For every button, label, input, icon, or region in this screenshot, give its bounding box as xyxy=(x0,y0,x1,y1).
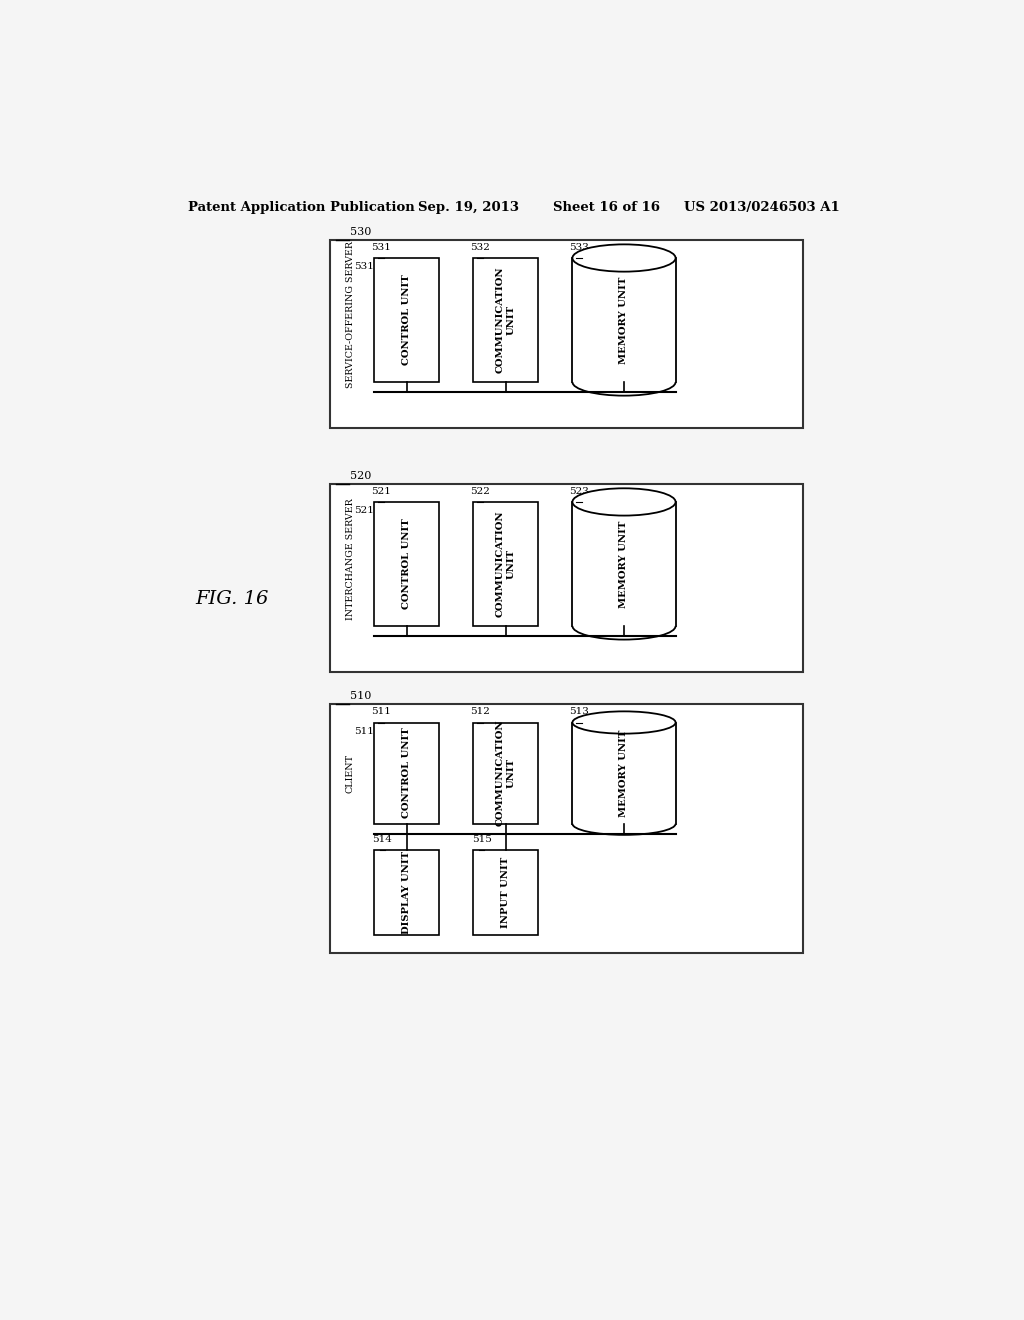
Ellipse shape xyxy=(572,711,676,734)
Text: MEMORY UNIT: MEMORY UNIT xyxy=(620,276,629,364)
Text: COMMUNICATION
UNIT: COMMUNICATION UNIT xyxy=(496,267,515,374)
Ellipse shape xyxy=(572,244,676,272)
Text: 521: 521 xyxy=(354,506,374,515)
Bar xyxy=(331,483,803,672)
Text: 511: 511 xyxy=(354,726,374,735)
Text: 531: 531 xyxy=(371,243,391,252)
Text: MEMORY UNIT: MEMORY UNIT xyxy=(620,520,629,607)
Bar xyxy=(374,722,439,824)
Text: Sep. 19, 2013: Sep. 19, 2013 xyxy=(418,201,519,214)
Text: 532: 532 xyxy=(470,243,489,252)
Bar xyxy=(473,850,539,935)
Text: 522: 522 xyxy=(470,487,489,496)
Ellipse shape xyxy=(572,488,676,516)
Text: 523: 523 xyxy=(569,487,589,496)
Text: 533: 533 xyxy=(569,243,589,252)
Text: Patent Application Publication: Patent Application Publication xyxy=(187,201,415,214)
Bar xyxy=(473,722,539,824)
Bar xyxy=(374,502,439,626)
Text: US 2013/0246503 A1: US 2013/0246503 A1 xyxy=(684,201,840,214)
Text: MEMORY UNIT: MEMORY UNIT xyxy=(620,730,629,817)
Text: COMMUNICATION
UNIT: COMMUNICATION UNIT xyxy=(496,719,515,826)
Text: FIG. 16: FIG. 16 xyxy=(196,590,269,607)
Text: 530: 530 xyxy=(350,227,372,236)
Bar xyxy=(374,850,439,935)
Bar xyxy=(572,502,676,626)
Text: 511: 511 xyxy=(371,708,391,717)
Text: 512: 512 xyxy=(470,708,489,717)
Text: 510: 510 xyxy=(350,692,372,701)
Bar xyxy=(374,257,439,381)
Text: 520: 520 xyxy=(350,471,372,480)
Text: CLIENT: CLIENT xyxy=(346,755,354,793)
Text: DISPLAY UNIT: DISPLAY UNIT xyxy=(402,851,411,935)
Text: CONTROL UNIT: CONTROL UNIT xyxy=(402,275,411,366)
Bar xyxy=(572,257,676,381)
Text: CONTROL UNIT: CONTROL UNIT xyxy=(402,727,411,818)
Text: 514: 514 xyxy=(373,836,392,843)
Bar xyxy=(572,722,676,824)
Bar xyxy=(331,704,803,953)
Text: INPUT UNIT: INPUT UNIT xyxy=(502,857,510,928)
Text: COMMUNICATION
UNIT: COMMUNICATION UNIT xyxy=(496,511,515,618)
Bar xyxy=(473,257,539,381)
Text: 531: 531 xyxy=(354,263,374,271)
Bar xyxy=(473,502,539,626)
Text: INTERCHANGE SERVER: INTERCHANGE SERVER xyxy=(346,498,354,619)
Text: 515: 515 xyxy=(472,836,492,843)
Text: CONTROL UNIT: CONTROL UNIT xyxy=(402,519,411,610)
Text: 521: 521 xyxy=(371,487,391,496)
Text: 513: 513 xyxy=(569,708,589,717)
Bar xyxy=(331,240,803,428)
Text: Sheet 16 of 16: Sheet 16 of 16 xyxy=(553,201,659,214)
Text: SERVICE-OFFERING SERVER: SERVICE-OFFERING SERVER xyxy=(346,242,354,388)
